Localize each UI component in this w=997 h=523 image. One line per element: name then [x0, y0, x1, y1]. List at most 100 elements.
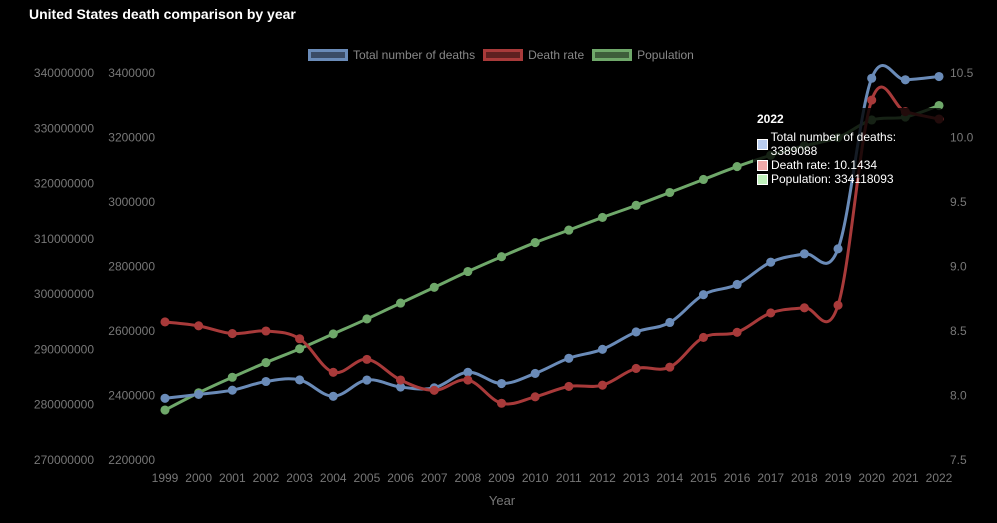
tooltip: 2022 Total number of deaths: 3389088 Dea… [753, 108, 943, 186]
y-tick-population: 270000000 [34, 453, 94, 467]
data-point-total-number-of-deaths [328, 391, 338, 401]
data-point-death-rate [867, 95, 877, 105]
data-point-total-number-of-deaths [227, 385, 237, 395]
data-point-death-rate [194, 321, 204, 331]
x-tick-label: 2011 [556, 471, 582, 485]
y-tick-population: 340000000 [34, 66, 94, 80]
data-point-death-rate [160, 317, 170, 327]
data-point-total-number-of-deaths [597, 344, 608, 354]
y-tick-population: 310000000 [34, 232, 94, 246]
x-tick-label: 2021 [892, 471, 919, 485]
legend-label-deaths: Total number of deaths [353, 48, 476, 62]
x-tick-label: 2015 [690, 471, 717, 485]
data-point-death-rate [732, 327, 742, 337]
data-point-death-rate [799, 303, 809, 313]
y-tick-deaths: 2800000 [108, 260, 155, 274]
y-tick-deaths: 3000000 [108, 195, 155, 209]
y-tick-deaths: 2200000 [108, 453, 155, 467]
data-point-death-rate [429, 385, 439, 395]
data-point-population [631, 200, 641, 210]
tooltip-text-deaths: Total number of deaths: 3389088 [770, 130, 897, 158]
data-point-population [564, 225, 574, 235]
y-tick-deaths: 2400000 [108, 389, 155, 403]
data-point-death-rate [328, 367, 338, 377]
data-point-total-number-of-deaths [194, 389, 204, 399]
x-tick-label: 2014 [656, 471, 683, 485]
legend-item-population[interactable]: Population [592, 48, 694, 62]
data-point-population [732, 162, 742, 172]
tooltip-text-death-rate: Death rate: 10.1434 [771, 158, 878, 172]
data-point-death-rate [530, 392, 540, 402]
x-tick-label: 2013 [623, 471, 650, 485]
x-tick-label: 2019 [825, 471, 852, 485]
legend-item-death-rate[interactable]: Death rate [483, 48, 584, 62]
y-tick-population: 290000000 [34, 342, 94, 356]
data-point-total-number-of-deaths [698, 290, 708, 300]
x-tick-label: 2006 [387, 471, 414, 485]
data-point-population [328, 329, 338, 339]
y-tick-deaths: 3200000 [108, 131, 155, 145]
data-point-total-number-of-deaths [496, 378, 507, 389]
legend-label-population: Population [637, 48, 694, 62]
legend-item-deaths[interactable]: Total number of deaths [308, 48, 475, 62]
tooltip-swatch-death-rate [757, 159, 768, 171]
x-axis-label: Year [489, 493, 516, 508]
data-point-population [496, 252, 507, 262]
tooltip-swatch-deaths [757, 138, 768, 150]
data-point-total-number-of-deaths [732, 279, 742, 290]
data-point-total-number-of-deaths [463, 367, 473, 377]
y-tick-death-rate: 10.5 [950, 66, 974, 80]
y-tick-population: 280000000 [34, 398, 94, 412]
data-point-population [362, 314, 372, 324]
data-point-total-number-of-deaths [799, 249, 809, 259]
data-point-total-number-of-deaths [833, 244, 843, 254]
x-tick-label: 2012 [589, 471, 616, 485]
data-point-total-number-of-deaths [900, 75, 910, 85]
legend-swatch-death-rate [483, 49, 524, 61]
data-point-population [295, 344, 305, 354]
y-tick-deaths: 2600000 [108, 324, 155, 338]
legend-swatch-population [592, 49, 633, 61]
data-point-population [530, 238, 540, 248]
y-tick-population: 300000000 [34, 287, 94, 301]
x-tick-label: 2020 [858, 471, 885, 485]
data-point-total-number-of-deaths [665, 317, 675, 328]
data-point-death-rate [463, 375, 473, 385]
data-point-death-rate [766, 308, 776, 318]
x-tick-label: 2005 [354, 471, 381, 485]
x-tick-label: 2007 [421, 471, 448, 485]
data-point-population [160, 405, 170, 415]
data-point-death-rate [698, 332, 708, 343]
data-point-population [261, 358, 271, 368]
data-point-total-number-of-deaths [934, 71, 944, 82]
data-point-total-number-of-deaths [631, 327, 641, 337]
tooltip-row-death-rate: Death rate: 10.1434 [757, 158, 939, 172]
y-tick-population: 320000000 [34, 177, 94, 191]
y-tick-death-rate: 10.0 [950, 131, 974, 145]
x-tick-label: 1999 [152, 471, 179, 485]
data-point-total-number-of-deaths [530, 368, 540, 378]
data-point-total-number-of-deaths [362, 375, 372, 385]
data-point-population [463, 266, 473, 277]
data-point-death-rate [564, 381, 574, 392]
data-point-total-number-of-deaths [261, 376, 271, 387]
data-point-death-rate [261, 326, 271, 336]
data-point-death-rate [631, 363, 641, 373]
tooltip-swatch-population [757, 173, 768, 185]
data-point-population [227, 372, 237, 382]
data-point-population [665, 187, 675, 198]
data-point-death-rate [227, 329, 237, 339]
data-point-total-number-of-deaths [564, 353, 574, 363]
data-point-population [597, 212, 608, 222]
data-point-death-rate [396, 375, 406, 385]
data-point-death-rate [295, 334, 305, 344]
x-tick-label: 2016 [724, 471, 751, 485]
x-tick-label: 2022 [926, 471, 953, 485]
x-tick-label: 2010 [522, 471, 549, 485]
legend: Total number of deaths Death rate Popula… [308, 48, 694, 62]
y-tick-death-rate: 8.0 [950, 389, 967, 403]
y-tick-death-rate: 7.5 [950, 453, 967, 467]
x-tick-label: 2017 [757, 471, 784, 485]
y-tick-death-rate: 9.5 [950, 195, 967, 209]
x-tick-label: 2001 [219, 471, 246, 485]
